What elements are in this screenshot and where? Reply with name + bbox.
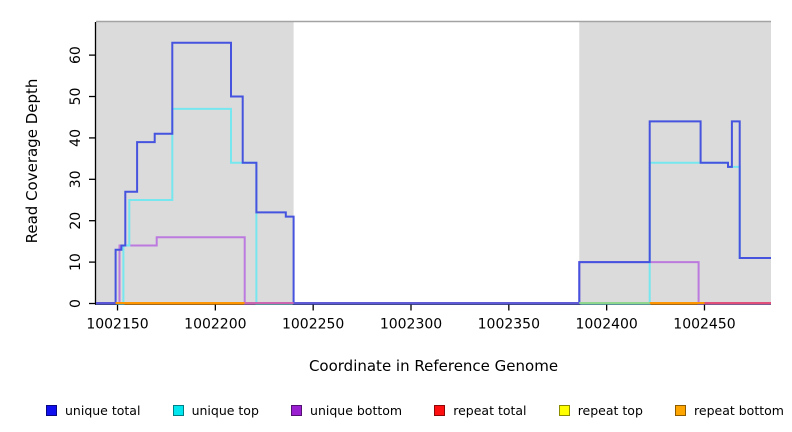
x-tick-label: 1002400: [575, 317, 637, 333]
legend-item-repeat-bottom: repeat bottom: [675, 403, 784, 418]
legend-item-repeat-top: repeat top: [558, 402, 643, 418]
repeat-total-swatch-icon: [434, 404, 446, 416]
chart-svg: 1002150 1002200 1002250 1002300 1002350 10024…: [68, 20, 771, 333]
legend-item-unique-bottom: unique bottom: [291, 403, 402, 418]
shaded-region: [96, 22, 294, 304]
legend-label-unique-total: unique total: [65, 402, 141, 418]
y-tick-label: 30: [68, 170, 84, 188]
repeat-bottom-swatch-icon: [675, 404, 687, 416]
x-tick-label: 1002250: [282, 317, 344, 333]
series-line-unique-total: [96, 41, 771, 305]
unique-bottom-swatch-icon: [291, 404, 303, 416]
y-tick-label: 60: [68, 46, 84, 64]
legend: unique total unique top unique bottom repea…: [46, 398, 784, 422]
legend-item-unique-top: unique top: [172, 402, 259, 418]
x-tick-label: 1002150: [86, 317, 148, 333]
y-tick-label: 10: [68, 253, 84, 271]
unique-total-swatch-icon: [46, 404, 57, 416]
legend-item-repeat-total: repeat total: [434, 402, 527, 418]
repeat-top-swatch-icon: [558, 404, 570, 416]
y-axis-title: Read Coverage Depth: [23, 78, 41, 244]
x-tick-label: 1002300: [380, 317, 442, 333]
legend-label-repeat-bottom: repeat bottom: [694, 402, 784, 418]
legend-label-unique-top: unique top: [191, 402, 259, 418]
series-line-unique-bottom: [96, 236, 771, 305]
x-axis-title: Coordinate in Reference Genome: [308, 357, 559, 375]
legend-label-repeat-total: repeat total: [453, 402, 527, 418]
unique-top-swatch-icon: [172, 404, 184, 416]
y-tick-label: 40: [68, 129, 84, 147]
legend-item-unique-total: unique total: [46, 403, 140, 418]
x-tick-label: 1002350: [478, 317, 540, 333]
y-tick-label: 50: [68, 88, 84, 106]
legend-label-repeat-top: repeat top: [577, 402, 643, 418]
x-tick-label: 1002450: [673, 317, 735, 333]
y-tick-label: 0: [68, 299, 84, 308]
legend-label-unique-bottom: unique bottom: [310, 402, 403, 418]
chart-area: 1002150 1002200 1002250 1002300 1002350 10024…: [68, 20, 771, 333]
y-tick-label: 20: [68, 212, 84, 230]
x-tick-label: 1002200: [184, 317, 246, 333]
